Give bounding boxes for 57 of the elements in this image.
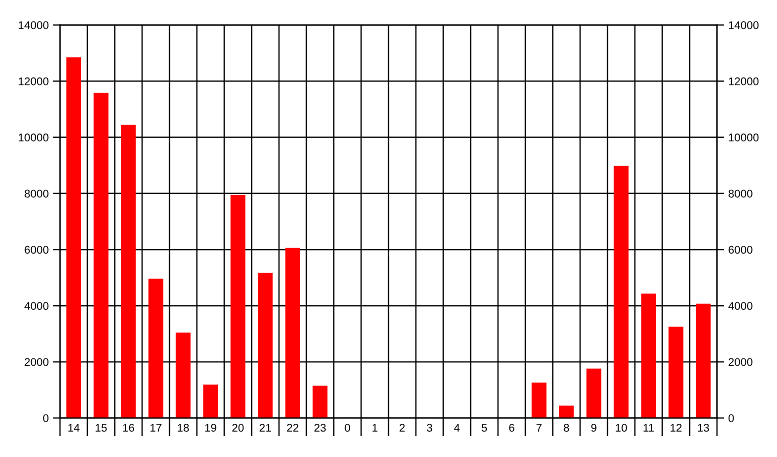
x-tick-label: 21 xyxy=(260,424,271,432)
x-tick-label: 5 xyxy=(482,424,487,432)
y-tick-label: 6000 xyxy=(24,246,48,254)
bar xyxy=(230,194,246,418)
y2-tick-label: 2000 xyxy=(728,358,752,366)
x-tick-label: 4 xyxy=(454,424,460,432)
x-tick-label: 3 xyxy=(426,424,432,432)
y2-tick-label: 6000 xyxy=(728,246,752,254)
bar xyxy=(176,332,191,418)
y2-tick-label: 8000 xyxy=(728,190,752,198)
x-tick-label: 15 xyxy=(96,424,107,432)
bar xyxy=(94,92,108,418)
bar xyxy=(586,368,602,418)
y2-tick-label: 14000 xyxy=(728,21,759,30)
x-tick-label: 17 xyxy=(150,424,162,432)
x-tick-label: 16 xyxy=(123,424,134,432)
y2-tick-label: 12000 xyxy=(728,77,759,86)
x-tick-label: 8 xyxy=(564,424,570,432)
bar xyxy=(641,294,656,418)
y-tick-label: 12000 xyxy=(18,77,48,86)
x-tick-label: 18 xyxy=(178,424,189,432)
bar xyxy=(312,386,328,418)
x-tick-label: 7 xyxy=(536,424,542,432)
bar xyxy=(121,124,136,418)
y-tick-label: 4000 xyxy=(24,302,48,310)
bar xyxy=(532,382,546,418)
y-tick-label: 0 xyxy=(43,414,48,422)
x-tick-label: 0 xyxy=(344,424,350,432)
x-tick-label: 20 xyxy=(232,424,244,432)
x-tick-label: 6 xyxy=(509,424,514,432)
x-tick-label: 23 xyxy=(314,424,326,432)
bar xyxy=(696,304,711,418)
x-tick-label: 12 xyxy=(670,424,682,432)
y2-tick-label: 0 xyxy=(728,414,734,422)
x-tick-label: 9 xyxy=(591,424,596,432)
y-tick-label: 10000 xyxy=(18,134,48,142)
x-tick-label: 2 xyxy=(400,424,405,432)
y-tick-label: 14000 xyxy=(18,21,48,30)
y2-tick-label: 4000 xyxy=(728,302,752,310)
bar xyxy=(258,272,273,418)
bar xyxy=(559,406,574,418)
bar xyxy=(614,166,629,418)
y2-tick-label: 10000 xyxy=(728,134,759,142)
x-tick-label: 22 xyxy=(287,424,298,432)
x-tick-label: 14 xyxy=(68,424,80,432)
x-tick-label: 1 xyxy=(372,424,378,432)
bar xyxy=(148,278,164,418)
bar xyxy=(285,248,300,418)
x-tick-label: 10 xyxy=(616,424,627,432)
x-tick-label: 13 xyxy=(698,424,710,432)
bar xyxy=(668,326,684,418)
y-tick-label: 2000 xyxy=(24,358,48,366)
bar xyxy=(203,384,218,418)
x-tick-label: 11 xyxy=(644,424,654,432)
y-tick-label: 8000 xyxy=(24,190,48,198)
x-tick-label: 19 xyxy=(205,424,216,432)
bar xyxy=(66,57,82,418)
